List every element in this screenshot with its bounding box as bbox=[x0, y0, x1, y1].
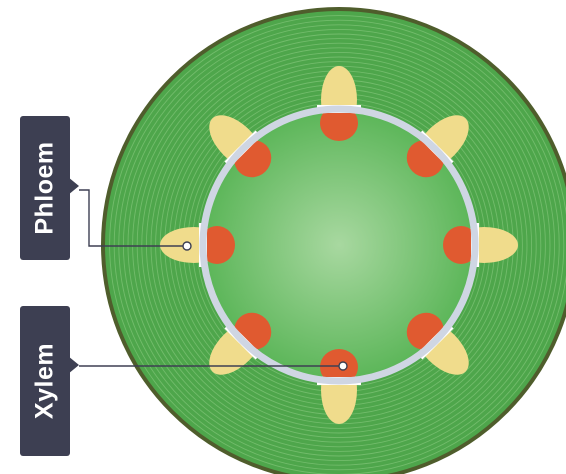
cortex-ring bbox=[118, 24, 560, 466]
phloem-label-box: Phloem bbox=[20, 116, 79, 260]
cortex-ring bbox=[136, 42, 542, 448]
xylem-label: Xylem bbox=[30, 342, 59, 420]
cortex-ring bbox=[109, 15, 566, 474]
cortex-ring bbox=[122, 28, 556, 462]
cambium-ring bbox=[199, 105, 479, 385]
cortex-ring bbox=[127, 33, 551, 457]
xylem bbox=[199, 226, 235, 264]
xylem bbox=[320, 105, 358, 141]
cortex-ring bbox=[145, 51, 533, 439]
xylem bbox=[406, 312, 444, 350]
cortex-ring bbox=[113, 19, 565, 471]
phloem-label: Phloem bbox=[30, 141, 59, 235]
phloem-pointer-dot bbox=[182, 241, 192, 251]
xylem bbox=[234, 312, 272, 350]
cortex-ring bbox=[132, 38, 546, 452]
xylem-pointer-dot bbox=[338, 361, 348, 371]
cortex-ring bbox=[141, 47, 537, 443]
pith bbox=[204, 110, 474, 380]
cortex-ring bbox=[155, 61, 523, 429]
cortex-ring bbox=[150, 56, 528, 434]
leader-lines bbox=[79, 189, 348, 371]
phloem bbox=[414, 320, 469, 375]
xylem bbox=[443, 226, 479, 264]
phloem-leader-line bbox=[79, 189, 187, 247]
xylem-label-pointer bbox=[68, 356, 79, 374]
xylem-label-box: Xylem bbox=[20, 306, 79, 456]
phloem-label-pointer bbox=[68, 177, 79, 195]
phloem bbox=[209, 115, 264, 170]
